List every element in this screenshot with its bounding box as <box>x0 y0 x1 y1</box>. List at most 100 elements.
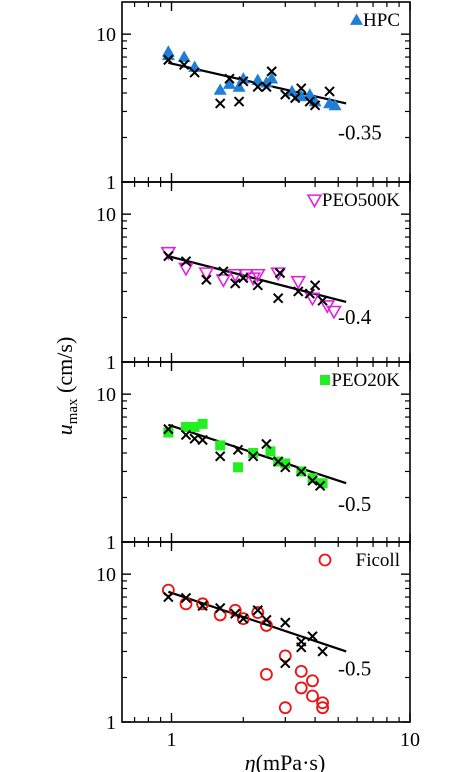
reference-point <box>280 617 291 628</box>
data-point <box>316 696 329 710</box>
slope-label: -0.5 <box>338 656 371 680</box>
data-point <box>232 462 243 473</box>
reference-point <box>252 280 263 291</box>
reference-point <box>224 73 235 84</box>
reference-point <box>163 591 174 603</box>
reference-point <box>274 267 286 279</box>
data-point <box>227 268 244 283</box>
reference-point <box>252 605 263 616</box>
legend-marker <box>350 13 363 25</box>
data-point <box>180 421 191 432</box>
reference-point <box>307 631 318 642</box>
reference-point <box>214 602 226 614</box>
panel-peo20k: 1 10 PEO20K -0.5 <box>96 361 411 554</box>
y-axis-label: umax (cm/s) <box>52 337 81 436</box>
data-point <box>278 649 292 663</box>
reference-point <box>317 295 328 306</box>
reference-point <box>233 96 245 107</box>
data-point <box>316 701 329 715</box>
reference-point <box>238 613 249 624</box>
reference-point <box>296 466 307 477</box>
data-point <box>280 458 291 469</box>
legend-marker <box>320 375 330 385</box>
y-tick-label: 10 <box>96 204 116 226</box>
reference-point <box>180 592 192 604</box>
plot-area <box>160 246 347 320</box>
slope-label: -0.5 <box>338 492 371 516</box>
y-tick-label: 1 <box>106 352 116 374</box>
y-tick-label: 10 <box>96 564 116 586</box>
reference-point <box>232 444 244 456</box>
reference-point <box>317 646 328 657</box>
data-point <box>237 268 254 283</box>
data-point <box>196 597 209 611</box>
y-tick-label: 1 <box>106 172 116 194</box>
data-point <box>215 440 226 451</box>
x-axis-label: η(mPa·s) <box>245 750 326 772</box>
reference-point <box>266 66 277 77</box>
legend-label: PEO20K <box>331 370 400 391</box>
slope-label: -0.4 <box>338 305 372 329</box>
plot-area <box>161 45 347 111</box>
reference-point <box>180 256 192 267</box>
x-tick-label: 1 <box>167 729 177 751</box>
y-tick-label: 1 <box>106 712 116 734</box>
reference-point <box>304 288 315 299</box>
data-point <box>188 60 202 72</box>
data-point <box>232 80 246 92</box>
reference-point <box>280 89 291 100</box>
data-point <box>178 262 194 277</box>
reference-point <box>296 83 307 94</box>
reference-point <box>163 423 174 435</box>
legend-marker <box>306 194 323 209</box>
data-point <box>307 473 318 484</box>
data-point <box>236 72 250 84</box>
data-point <box>260 667 273 681</box>
reference-point <box>238 272 249 284</box>
data-point <box>306 689 319 703</box>
reference-point <box>296 642 307 653</box>
y-tick-label: 1 <box>106 532 116 554</box>
y-tick-label: 10 <box>96 24 116 46</box>
fit-line <box>168 590 347 653</box>
reference-point <box>272 293 284 304</box>
data-point <box>179 597 193 611</box>
data-point <box>198 267 215 282</box>
data-point <box>222 77 236 89</box>
data-point <box>249 268 266 283</box>
reference-point <box>197 434 208 446</box>
legend-marker <box>318 553 332 567</box>
data-point <box>306 674 319 688</box>
data-point <box>161 583 175 597</box>
slope-label: -0.35 <box>338 120 382 144</box>
data-point <box>228 603 242 617</box>
reference-point <box>214 98 226 109</box>
reference-point <box>218 266 229 277</box>
reference-point <box>289 92 301 104</box>
reference-point <box>304 96 315 107</box>
data-point <box>278 701 292 715</box>
reference-point <box>324 86 335 97</box>
data-point <box>163 427 174 438</box>
reference-point <box>230 278 241 289</box>
reference-point <box>247 451 259 462</box>
plot-area <box>163 418 347 491</box>
reference-point <box>189 433 200 444</box>
data-point <box>251 73 265 85</box>
data-point <box>285 84 299 97</box>
panel-ficoll: 1 10 Ficoll -0.5 <box>96 541 411 734</box>
panel-frame <box>121 541 411 723</box>
data-point <box>213 83 227 95</box>
reference-point <box>163 54 174 66</box>
reference-point <box>178 59 190 71</box>
data-point <box>236 612 250 626</box>
reference-point <box>314 480 326 491</box>
data-point <box>265 446 276 457</box>
reference-point <box>238 76 249 87</box>
data-point <box>290 275 307 290</box>
data-point <box>328 98 342 111</box>
legend-label: Ficoll <box>356 550 400 571</box>
panel-hpc: 1 10 HPC -0.35 <box>96 1 411 194</box>
data-point <box>189 421 200 432</box>
data-point <box>215 274 232 288</box>
